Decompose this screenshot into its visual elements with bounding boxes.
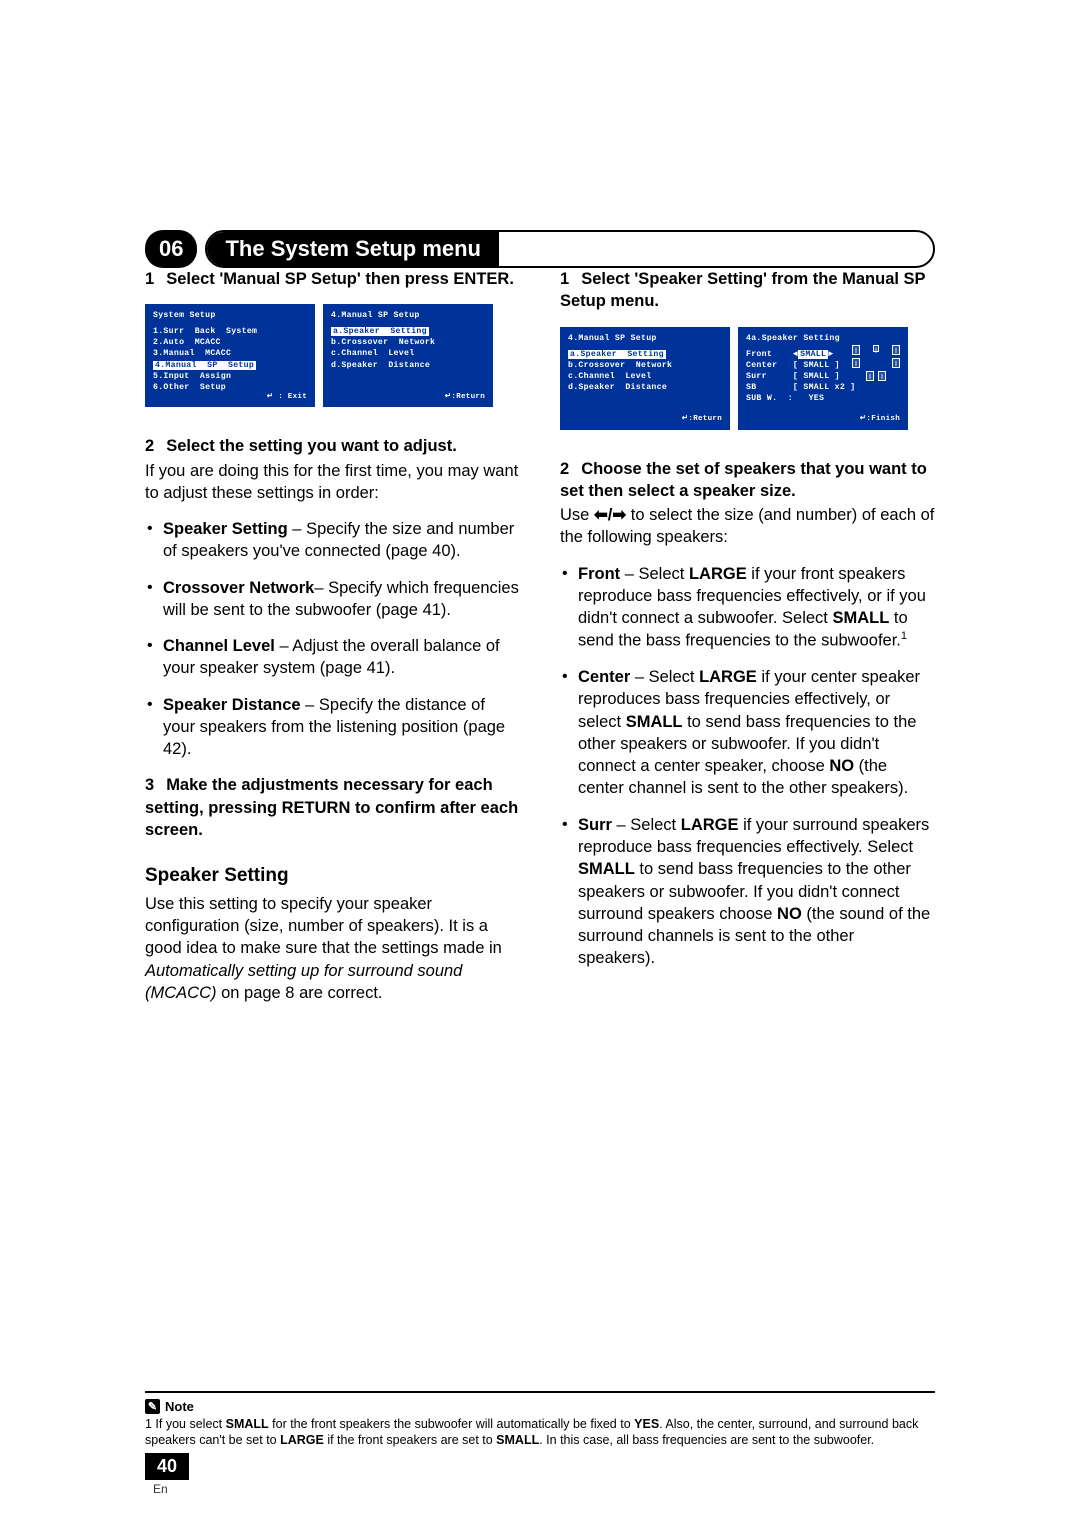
left-column: 1 Select 'Manual SP Setup' then press ENT…: [145, 268, 520, 1004]
osd-line: c.Channel Level: [331, 348, 485, 359]
note-icon: ✎: [145, 1399, 160, 1414]
step-text: Select 'Manual SP Setup' then press ENTE…: [166, 270, 514, 288]
section-heading-speaker-setting: Speaker Setting: [145, 863, 520, 889]
list-item: Front – Select LARGE if your front speak…: [578, 563, 935, 653]
osd-line: d.Speaker Distance: [331, 360, 485, 371]
right-bullets: Front – Select LARGE if your front speak…: [560, 563, 935, 970]
right-column: 1Select 'Speaker Setting' from the Manua…: [560, 268, 935, 1004]
osd-title: 4.Manual SP Setup: [568, 333, 722, 344]
osd-footer: ↵:Return: [682, 413, 722, 424]
note-heading: ✎ Note: [145, 1399, 935, 1414]
right-osd-row: 4.Manual SP Setup a.Speaker Setting b.Cr…: [560, 327, 935, 430]
footnote-rule: [145, 1391, 935, 1393]
step-number: 1: [145, 270, 154, 288]
right-step1: 1Select 'Speaker Setting' from the Manua…: [560, 268, 935, 313]
right-step2: 2Choose the set of speakers that you wan…: [560, 458, 935, 503]
osd-line: 3.Manual MCACC: [153, 348, 307, 359]
page-number-box: 40 En: [145, 1453, 189, 1496]
left-osd-row: System Setup 1.Surr Back System 2.Auto M…: [145, 304, 520, 407]
osd-line: 2.Auto MCACC: [153, 337, 307, 348]
osd-footer: ↵ : Exit: [267, 391, 307, 402]
section-body: Use this setting to specify your speaker…: [145, 893, 520, 1004]
page-number: 40: [145, 1453, 189, 1480]
osd-line: c.Channel Level: [568, 371, 722, 382]
osd-title: 4a.Speaker Setting: [746, 333, 900, 344]
osd-system-setup: System Setup 1.Surr Back System 2.Auto M…: [145, 304, 315, 407]
osd-footer: ↵:Return: [445, 391, 485, 402]
osd-title: 4.Manual SP Setup: [331, 310, 485, 321]
left-step1: 1 Select 'Manual SP Setup' then press ENT…: [145, 268, 520, 290]
osd-line: 1.Surr Back System: [153, 326, 307, 337]
footnote-ref: 1: [901, 630, 907, 642]
osd-line: d.Speaker Distance: [568, 382, 722, 393]
chapter-header: 06 The System Setup menu: [145, 230, 935, 268]
chapter-number: 06: [145, 230, 197, 268]
osd-title: System Setup: [153, 310, 307, 321]
osd-line: b.Crossover Network: [331, 337, 485, 348]
page-language: En: [145, 1482, 189, 1496]
right-step2-body: Use ⬅/➡ to select the size (and number) …: [560, 504, 935, 549]
list-item: Speaker Distance – Specify the distance …: [163, 694, 520, 761]
osd-footer: ↵:Finish: [860, 413, 900, 424]
osd-line: a.Speaker Setting: [331, 326, 485, 337]
osd-line: SUB W. : YES: [746, 393, 900, 404]
osd-manual-sp-setup-2: 4.Manual SP Setup a.Speaker Setting b.Cr…: [560, 327, 730, 430]
footnote-area: ✎ Note 1 If you select SMALL for the fro…: [145, 1361, 935, 1449]
osd-line: 5.Input Assign: [153, 371, 307, 382]
osd-line: 4.Manual SP Setup: [153, 360, 307, 371]
left-step3: 3Make the adjustments necessary for each…: [145, 774, 520, 841]
left-bullets: Speaker Setting – Specify the size and n…: [145, 518, 520, 760]
osd-speaker-setting: 4a.Speaker Setting Front ◄SMALL► Center …: [738, 327, 908, 430]
speaker-layout-icon: ▯▯▯ ▯▯ ▯▯: [852, 345, 900, 384]
osd-manual-sp-setup: 4.Manual SP Setup a.Speaker Setting b.Cr…: [323, 304, 493, 407]
left-step2: 2Select the setting you want to adjust.: [145, 435, 520, 457]
chapter-title-bar: The System Setup menu: [205, 230, 935, 268]
chapter-title: The System Setup menu: [207, 232, 499, 266]
list-item: Channel Level – Adjust the overall balan…: [163, 635, 520, 680]
left-right-arrow-icon: ⬅/➡: [594, 506, 626, 524]
list-item: Center – Select LARGE if your center spe…: [578, 666, 935, 800]
osd-line: b.Crossover Network: [568, 360, 722, 371]
osd-line: a.Speaker Setting: [568, 349, 722, 360]
note-body: 1 If you select SMALL for the front spea…: [145, 1416, 935, 1449]
list-item: Crossover Network– Specify which frequen…: [163, 577, 520, 622]
left-step2-body: If you are doing this for the first time…: [145, 460, 520, 505]
list-item: Surr – Select LARGE if your surround spe…: [578, 814, 935, 970]
list-item: Speaker Setting – Specify the size and n…: [163, 518, 520, 563]
